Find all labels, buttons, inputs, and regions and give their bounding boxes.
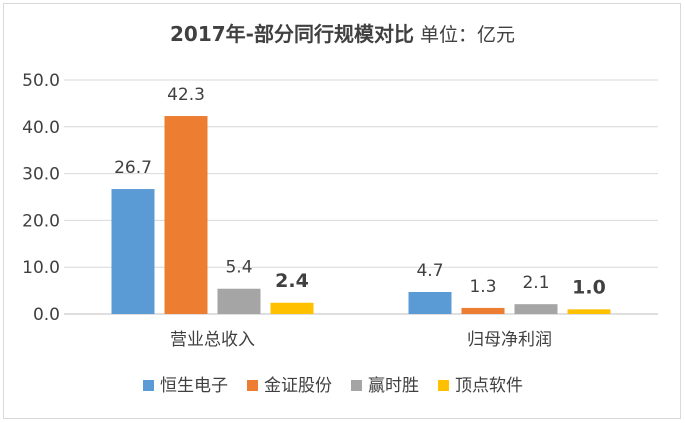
- y-tick-label: 40.0: [22, 118, 60, 138]
- legend-swatch: [143, 380, 154, 391]
- y-tick-label: 0.0: [33, 305, 60, 325]
- legend-swatch: [247, 380, 258, 391]
- data-label: 26.7: [114, 158, 152, 178]
- y-tick-label: 20.0: [22, 211, 60, 231]
- bar: [111, 189, 155, 314]
- data-label: 5.4: [225, 258, 252, 278]
- x-category-label: 营业总收入: [170, 330, 255, 350]
- bar: [514, 304, 558, 314]
- chart-title: 2017年-部分同行规模对比: [170, 22, 414, 46]
- legend-label: 金证股份: [264, 376, 332, 396]
- bar: [567, 309, 611, 314]
- y-tick-label: 50.0: [22, 71, 60, 91]
- data-label: 2.1: [522, 273, 549, 293]
- data-label: 42.3: [167, 85, 205, 105]
- chart-unit-label: 单位：亿元: [419, 24, 515, 46]
- bar: [461, 307, 505, 314]
- x-category-label: 归母净利润: [467, 330, 552, 350]
- bar: [270, 302, 314, 314]
- legend-swatch: [351, 380, 362, 391]
- data-label: 2.4: [275, 270, 309, 292]
- legend-swatch: [438, 380, 449, 391]
- data-label: 4.7: [416, 261, 443, 281]
- y-tick-label: 30.0: [22, 165, 60, 185]
- legend-label: 赢时胜: [368, 376, 419, 396]
- legend-label: 恒生电子: [160, 376, 228, 396]
- y-tick-label: 10.0: [22, 258, 60, 278]
- bar: [217, 288, 261, 314]
- chart-title-area: 2017年-部分同行规模对比 单位：亿元: [0, 18, 685, 47]
- bar: [408, 292, 452, 314]
- bar: [164, 116, 208, 314]
- data-label: 1.0: [572, 276, 606, 298]
- data-label: 1.3: [469, 277, 496, 297]
- legend-label: 顶点软件: [455, 376, 523, 396]
